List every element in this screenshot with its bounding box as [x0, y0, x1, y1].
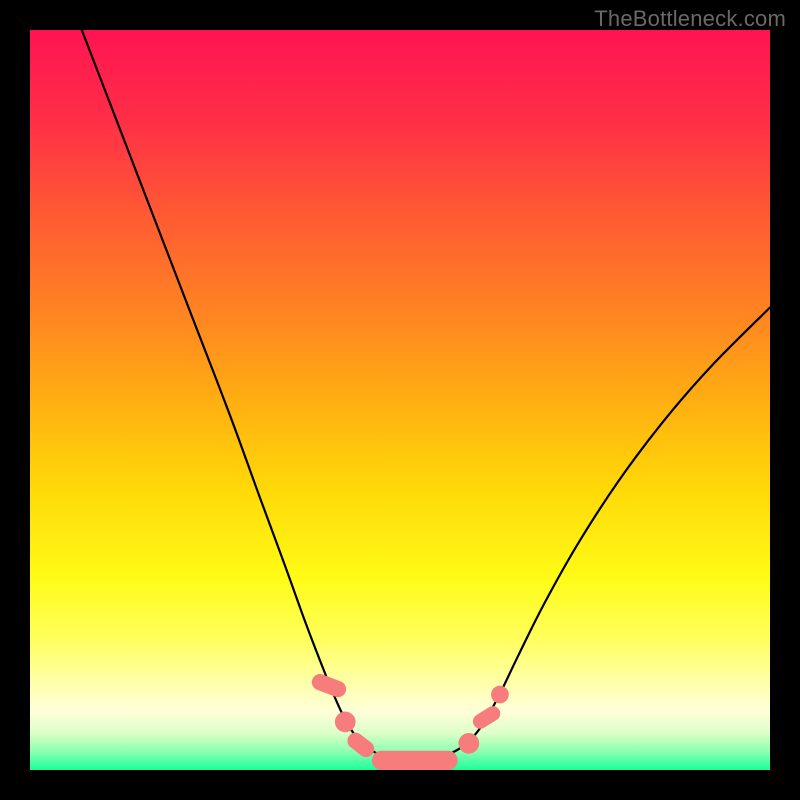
marker-dot: [335, 712, 356, 733]
marker-dot: [458, 733, 479, 754]
watermark-text: TheBottleneck.com: [594, 6, 786, 32]
outer-frame: TheBottleneck.com: [0, 0, 800, 800]
chart-background: [30, 30, 770, 770]
marker-dot: [491, 686, 509, 704]
chart-svg: [30, 30, 770, 770]
marker-pill: [372, 751, 458, 770]
chart-area: [30, 30, 770, 770]
